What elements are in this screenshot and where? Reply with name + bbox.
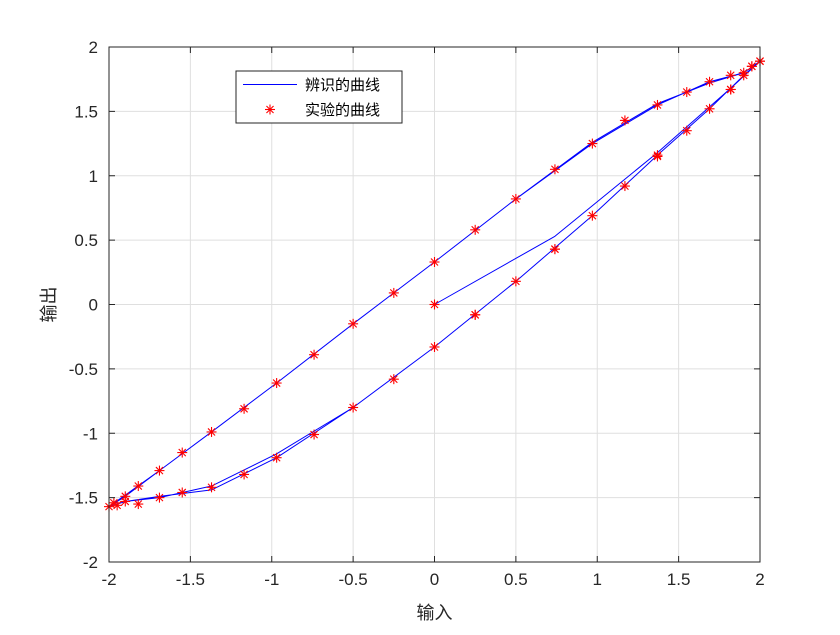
- data-point-marker: [704, 76, 715, 87]
- data-point-marker: [587, 138, 598, 149]
- data-point-marker: [112, 500, 123, 511]
- data-point-marker: [429, 257, 440, 268]
- data-point-marker: [429, 299, 440, 310]
- data-point-marker: [177, 487, 188, 498]
- y-tick-label: 2: [89, 38, 98, 57]
- data-point-marker: [510, 276, 521, 287]
- data-point-marker: [652, 99, 663, 110]
- y-tick-label: 1.5: [74, 102, 98, 121]
- y-tick-label: 0.5: [74, 231, 98, 250]
- data-point-marker: [271, 452, 282, 463]
- data-point-marker: [154, 492, 165, 503]
- plot-series: [104, 56, 765, 512]
- data-point-marker: [470, 224, 481, 235]
- legend: 辨识的曲线 实验的曲线: [235, 70, 403, 124]
- data-point-marker: [619, 181, 630, 192]
- y-tick-label: 1: [89, 167, 98, 186]
- data-point-marker: [704, 103, 715, 114]
- data-point-marker: [348, 318, 359, 329]
- x-tick-label: -0.5: [338, 570, 367, 589]
- data-point-marker: [681, 125, 692, 136]
- y-tick-label: -1.5: [69, 489, 98, 508]
- data-point-marker: [746, 61, 757, 72]
- data-point-marker: [725, 84, 736, 95]
- y-tick-label: -2: [83, 553, 98, 572]
- data-point-marker: [549, 164, 560, 175]
- legend-label-identified: 辨识的曲线: [305, 76, 380, 94]
- y-tick-label: -0.5: [69, 360, 98, 379]
- data-point-marker: [206, 482, 217, 493]
- data-point-marker: [133, 481, 144, 492]
- data-point-marker: [177, 447, 188, 458]
- x-tick-label: 0: [430, 570, 439, 589]
- legend-box: [235, 70, 403, 124]
- y-tick-label: -1: [83, 424, 98, 443]
- data-point-marker: [652, 150, 663, 161]
- x-tick-label: 2: [755, 570, 764, 589]
- data-point-marker: [133, 499, 144, 510]
- y-tick-label: 0: [89, 296, 98, 315]
- x-tick-label: 0.5: [504, 570, 528, 589]
- data-point-marker: [587, 210, 598, 221]
- axis-ticks: -2 -1.5 -1 -0.5 0 0.5 1 1.5 2 -2 -1.5 -1 -0.5 0 0.5 1 1.…: [69, 38, 765, 589]
- data-point-marker: [470, 309, 481, 320]
- x-tick-label: 1: [593, 570, 602, 589]
- data-point-marker: [619, 115, 630, 126]
- data-point-marker: [239, 469, 250, 480]
- x-tick-label: -1.5: [176, 570, 205, 589]
- data-point-marker: [549, 244, 560, 255]
- series-markers-experimental: [104, 56, 765, 512]
- y-axis-label: 输出: [39, 287, 60, 323]
- data-point-marker: [239, 403, 250, 414]
- x-axis-label: 输入: [417, 603, 453, 624]
- data-point-marker: [206, 426, 217, 437]
- data-point-marker: [154, 465, 165, 476]
- data-point-marker: [429, 341, 440, 352]
- legend-marker-sample: [265, 104, 275, 115]
- data-point-marker: [348, 402, 359, 413]
- x-tick-label: -2: [101, 570, 116, 589]
- x-tick-label: -1: [264, 570, 279, 589]
- data-point-marker: [271, 378, 282, 389]
- data-point-marker: [388, 287, 399, 298]
- x-tick-label: 1.5: [667, 570, 691, 589]
- data-point-marker: [510, 193, 521, 204]
- data-point-marker: [681, 87, 692, 98]
- data-point-marker: [309, 349, 320, 360]
- data-point-marker: [120, 496, 131, 507]
- data-point-marker: [309, 429, 320, 440]
- legend-label-experimental: 实验的曲线: [305, 101, 380, 119]
- data-point-marker: [388, 374, 399, 385]
- data-point-marker: [738, 70, 749, 81]
- data-point-marker: [725, 70, 736, 81]
- legend-asterisk-marker: [265, 104, 275, 115]
